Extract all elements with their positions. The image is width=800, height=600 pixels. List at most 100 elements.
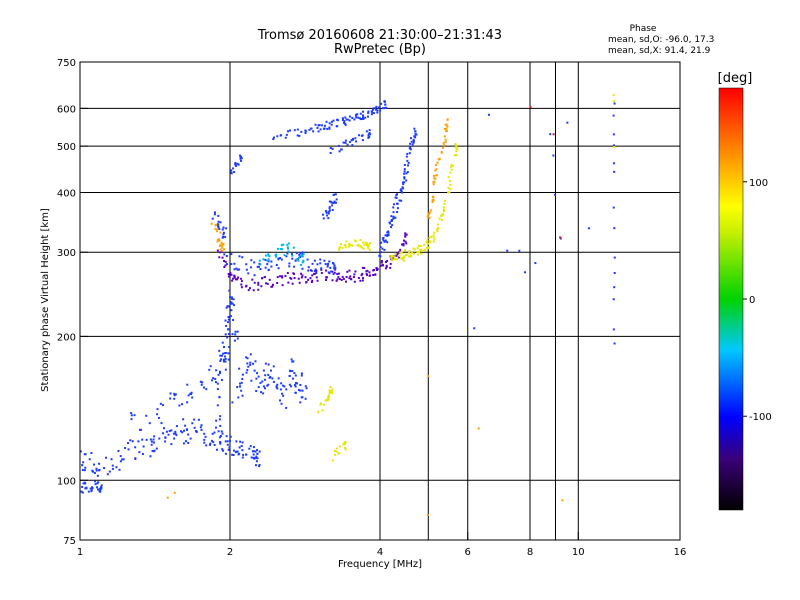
data-point: [397, 256, 400, 259]
data-point: [300, 276, 303, 279]
axes: 1 2 4 6 8 10 16 75 100 200 300 400 500 600 750: [57, 58, 686, 558]
data-point: [227, 315, 230, 318]
data-point: [231, 401, 234, 404]
data-point: [336, 119, 339, 122]
data-point: [218, 349, 221, 352]
data-point: [130, 412, 133, 415]
data-point: [224, 355, 227, 358]
data-point: [314, 268, 317, 271]
data-point: [392, 211, 395, 214]
data-point: [329, 266, 332, 269]
data-point: [233, 275, 236, 278]
data-point: [380, 264, 383, 267]
data-point: [387, 230, 390, 233]
data-point: [304, 397, 307, 400]
data-point: [224, 236, 227, 239]
data-point: [454, 143, 457, 146]
data-point: [369, 133, 372, 136]
data-point: [344, 448, 347, 451]
data-point: [442, 210, 445, 213]
data-point: [170, 429, 173, 432]
data-point: [323, 124, 326, 127]
data-point: [232, 454, 235, 457]
data-point: [400, 243, 403, 246]
data-point: [326, 399, 329, 402]
data-point: [447, 186, 450, 189]
data-point: [450, 168, 453, 171]
data-point: [134, 446, 137, 449]
data-point: [267, 254, 270, 257]
data-point: [360, 117, 363, 120]
data-point: [219, 248, 222, 251]
data-point: [241, 449, 244, 452]
data-point: [311, 274, 314, 277]
data-point: [219, 435, 222, 438]
data-point: [554, 193, 557, 196]
data-point: [405, 179, 408, 182]
data-point: [372, 107, 375, 110]
data-point: [236, 450, 239, 453]
data-point: [231, 302, 234, 305]
data-point: [230, 169, 233, 172]
data-point: [175, 425, 178, 428]
data-point: [260, 285, 263, 288]
data-point: [239, 157, 242, 160]
data-point: [406, 253, 409, 256]
data-point: [402, 187, 405, 190]
data-point: [227, 358, 230, 361]
data-point: [401, 191, 404, 194]
data-point: [428, 212, 431, 215]
data-point: [236, 162, 239, 165]
data-point: [355, 113, 358, 116]
data-point: [325, 211, 328, 214]
data-point: [381, 263, 384, 266]
data-point: [446, 118, 449, 121]
data-point: [134, 458, 137, 461]
data-point: [130, 414, 133, 417]
data-point: [261, 380, 264, 383]
data-point: [210, 222, 213, 225]
data-point: [271, 283, 274, 286]
data-point: [220, 358, 223, 361]
data-point: [131, 440, 134, 443]
data-point: [299, 389, 302, 392]
data-point: [162, 432, 165, 435]
data-point: [294, 391, 297, 394]
data-point: [344, 442, 347, 445]
data-point: [406, 171, 409, 174]
data-point: [255, 460, 258, 463]
data-point: [450, 165, 453, 168]
data-point: [393, 258, 396, 261]
data-point: [473, 327, 476, 330]
data-point: [410, 140, 413, 143]
data-point: [279, 275, 282, 278]
data-point: [335, 125, 338, 128]
data-point: [330, 270, 333, 273]
data-point: [445, 129, 448, 132]
data-point: [97, 488, 100, 491]
data-point: [298, 281, 301, 284]
data-point: [218, 436, 221, 439]
data-point: [129, 439, 132, 442]
data-point: [219, 221, 222, 224]
data-point: [231, 333, 234, 336]
data-point: [270, 260, 273, 263]
data-point: [410, 137, 413, 140]
data-point: [237, 163, 240, 166]
data-point: [448, 179, 451, 182]
data-point: [353, 280, 356, 283]
data-point: [382, 236, 385, 239]
data-point: [272, 136, 275, 139]
data-point: [222, 233, 225, 236]
data-point: [255, 377, 258, 380]
data-point: [84, 482, 87, 485]
data-point: [140, 428, 143, 431]
data-point: [256, 372, 259, 375]
data-point: [337, 272, 340, 275]
data-point: [130, 418, 133, 421]
data-point: [341, 117, 344, 120]
data-point: [158, 437, 161, 440]
data-point: [301, 261, 304, 264]
data-point: [333, 200, 336, 203]
data-point: [447, 191, 450, 194]
